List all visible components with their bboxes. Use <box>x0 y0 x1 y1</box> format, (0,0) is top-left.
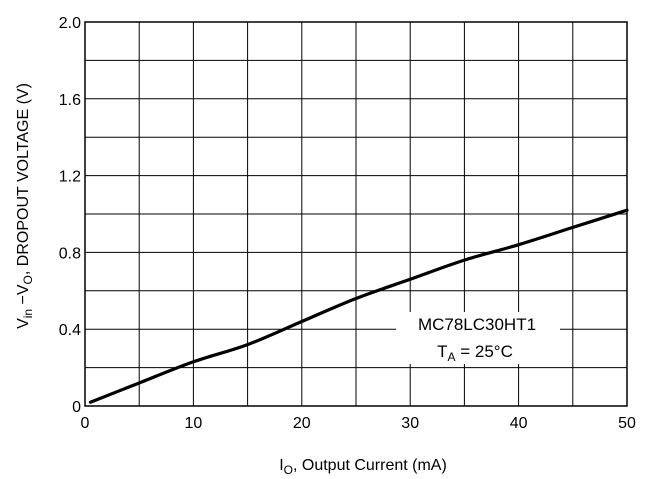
y-tick-label: 1.6 <box>59 92 81 109</box>
y-tick-label: 0 <box>72 399 81 416</box>
y-tick-label: 2.0 <box>59 15 81 32</box>
plot-frame <box>84 21 628 407</box>
x-tick-label: 0 <box>81 415 90 432</box>
x-axis-label: IO, Output Current (mA) <box>279 457 447 477</box>
x-tick-label: 30 <box>401 415 419 432</box>
annotation-temperature: TA = 25°C <box>437 342 513 364</box>
x-tick-label: 20 <box>293 415 311 432</box>
y-tick-label: 0.8 <box>59 245 81 262</box>
annotation-background <box>396 312 560 364</box>
x-tick-labels: 0 10 20 30 40 50 <box>81 415 636 432</box>
x-tick-label: 10 <box>185 415 203 432</box>
annotation: MC78LC30HT1 TA = 25°C <box>396 312 560 364</box>
series-line <box>88 208 629 404</box>
y-tick-label: 0.4 <box>59 322 81 339</box>
y-tick-label: 1.2 <box>59 169 81 186</box>
y-axis-label: Vin −VO, DROPOUT VOLTAGE (V) <box>15 83 35 329</box>
x-tick-label: 50 <box>618 415 636 432</box>
x-tick-label: 40 <box>510 415 528 432</box>
annotation-device: MC78LC30HT1 <box>418 315 536 334</box>
y-tick-labels: 0 0.4 0.8 1.2 1.6 2.0 <box>59 15 81 416</box>
